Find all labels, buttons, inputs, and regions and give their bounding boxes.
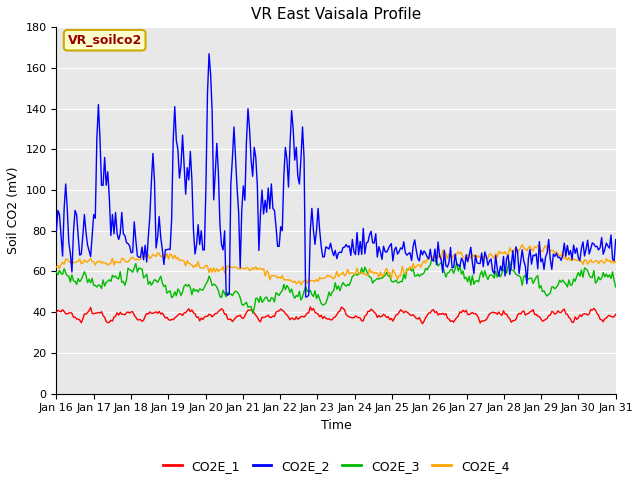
Legend: CO2E_1, CO2E_2, CO2E_3, CO2E_4: CO2E_1, CO2E_2, CO2E_3, CO2E_4 <box>158 455 515 478</box>
X-axis label: Time: Time <box>321 419 351 432</box>
Title: VR East Vaisala Profile: VR East Vaisala Profile <box>251 7 421 22</box>
Y-axis label: Soil CO2 (mV): Soil CO2 (mV) <box>7 167 20 254</box>
Text: VR_soilco2: VR_soilco2 <box>68 34 142 47</box>
